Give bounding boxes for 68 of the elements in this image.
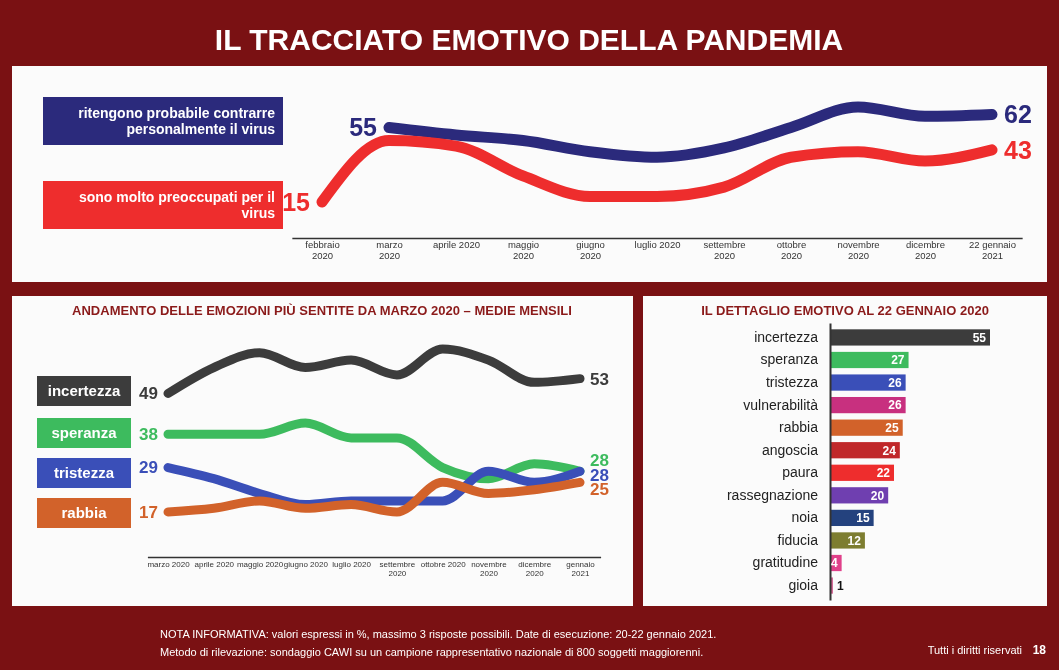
x-tick-label: febbraio 2020 xyxy=(305,239,340,261)
data-label: 4 xyxy=(830,556,838,571)
data-label: 17 xyxy=(139,502,158,522)
x-tick-label: luglio 2020 xyxy=(634,239,681,250)
data-label: 22 xyxy=(876,466,891,481)
x-tick-label: settembre 2020 xyxy=(379,560,416,579)
x-tick-label: luglio 2020 xyxy=(332,560,372,569)
data-label: 26 xyxy=(888,375,902,390)
text: Metodo di rilevazione: sondaggio CAWI su un campione rappresentativo nazionale di 800 soggetti maggiorenni. xyxy=(160,646,704,658)
text: rabbia xyxy=(61,504,108,522)
text: speranza xyxy=(51,424,118,442)
data-label: 25 xyxy=(885,420,900,435)
data-label: 25 xyxy=(590,480,609,500)
y-tick-label: noia xyxy=(791,509,819,526)
y-tick-label: speranza xyxy=(760,351,819,368)
x-tick-label: giugno 2020 xyxy=(576,239,605,261)
y-tick-label: rabbia xyxy=(779,419,819,436)
data-label: 24 xyxy=(882,443,897,458)
data-label: 15 xyxy=(856,511,870,526)
text: incertezza xyxy=(47,382,121,400)
y-tick-label: rassegnazione xyxy=(726,486,819,503)
x-tick-label: settembre 2020 xyxy=(703,239,746,261)
x-tick-label: gennaio 2021 xyxy=(566,560,596,579)
y-tick-label: fiducia xyxy=(777,531,819,548)
data-label: 12 xyxy=(847,533,862,548)
data-label: 55 xyxy=(972,330,987,345)
data-label: 26 xyxy=(888,398,902,413)
y-tick-label: vulnerabilità xyxy=(743,396,819,413)
x-tick-label: ottobre 2020 xyxy=(776,239,807,261)
x-tick-label: ottobre 2020 xyxy=(420,560,467,569)
x-tick-label: marzo 2020 xyxy=(376,239,403,261)
x-tick-label: novembre 2020 xyxy=(837,239,880,261)
x-tick-label: aprile 2020 xyxy=(194,560,235,569)
text: tristezza xyxy=(53,464,115,482)
x-tick-label: novembre 2020 xyxy=(471,560,508,579)
data-label: 38 xyxy=(139,425,158,445)
data-label: 43 xyxy=(1004,135,1032,164)
text: Tutti i diritti riservati xyxy=(927,644,1022,656)
y-tick-label: tristezza xyxy=(765,374,819,391)
text: sono molto preoccupati per il virus xyxy=(78,188,276,221)
x-tick-label: maggio 2020 xyxy=(507,239,540,261)
y-tick-label: paura xyxy=(782,464,819,481)
data-label: 62 xyxy=(1004,100,1032,129)
x-tick-label: dicembre 2020 xyxy=(905,239,946,261)
x-tick-label: marzo 2020 xyxy=(147,560,191,569)
data-label: 27 xyxy=(891,353,905,368)
chart-title: IL TRACCIATO EMOTIVO DELLA PANDEMIA xyxy=(214,23,844,56)
x-tick-label: aprile 2020 xyxy=(432,239,481,250)
data-label: 49 xyxy=(139,384,158,404)
data-label: 20 xyxy=(870,488,885,503)
text: ritengono probabile contrarre personalmente il virus xyxy=(78,104,276,137)
x-tick-label: dicembre 2020 xyxy=(518,560,552,579)
data-label: 15 xyxy=(282,187,311,216)
data-label: 29 xyxy=(139,458,158,478)
y-tick-label: incertezza xyxy=(754,328,819,345)
y-tick-label: gratitudine xyxy=(752,554,819,571)
data-label: 1 xyxy=(836,578,844,593)
data-label: 53 xyxy=(590,369,609,389)
data-label: 55 xyxy=(349,113,378,142)
y-tick-label: gioia xyxy=(788,577,819,594)
chart-title: IL DETTAGLIO EMOTIVO AL 22 GENNAIO 2020 xyxy=(701,303,989,318)
x-tick-label: 22 gennaio 2021 xyxy=(968,239,1017,261)
text: NOTA INFORMATIVA: valori espressi in %, massimo 3 risposte possibili. Date di esecuzione: 20-22 gennaio 2021. xyxy=(160,628,717,640)
x-tick-label: giugno 2020 xyxy=(283,560,329,569)
text: 18 xyxy=(1032,643,1047,657)
y-tick-label: angoscia xyxy=(761,441,819,458)
x-tick-label: maggio 2020 xyxy=(236,560,284,569)
chart-title: ANDAMENTO DELLE EMOZIONI PIÙ SENTITE DA MARZO 2020 – MEDIE MENSILI xyxy=(72,303,572,318)
